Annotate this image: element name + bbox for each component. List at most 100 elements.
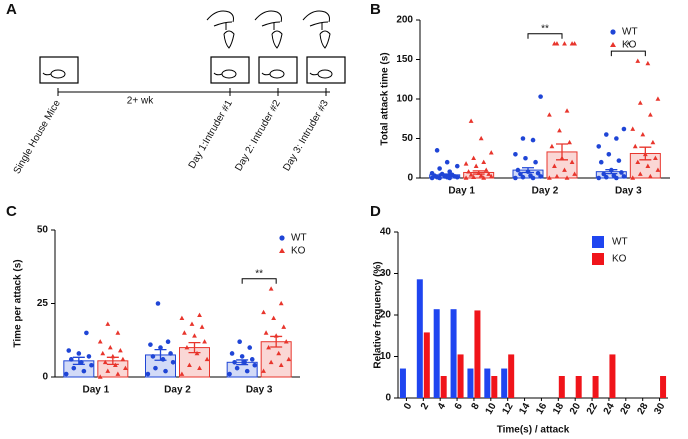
data-point [153,365,158,371]
x-tick-label: 12 [500,401,515,417]
x-tick-label: 22 [585,401,600,417]
y-tick-label: 50 [402,133,414,144]
data-point [179,371,185,376]
data-point [463,161,469,166]
data-point [97,374,103,379]
data-point [468,172,474,177]
bar [558,376,565,398]
panel-label: C [6,203,17,220]
data-point [252,362,258,368]
x-tick-label: Day 3 [615,186,642,197]
data-point [102,359,108,365]
interval-label: 2+ wk [127,96,154,107]
significance-bracket [241,278,277,284]
x-tick-label: 14 [517,401,532,417]
bar [467,368,474,398]
data-point [513,152,518,157]
data-point [89,362,94,368]
error-bar [236,359,249,366]
x-tick-label: 2 [419,401,432,412]
data-point [630,175,636,180]
data-point [481,175,487,180]
data-point [473,163,479,168]
data-point [471,174,477,180]
y-axis-title: Relative frequency (%) [373,261,384,368]
bar [491,376,498,398]
data-point [189,321,195,326]
data-point [486,171,492,176]
data-point [572,171,577,176]
y-tick-label: 25 [37,298,49,309]
data-point [182,330,187,335]
data-point [637,171,643,176]
legend-label: WT [622,27,638,38]
data-point [429,170,435,176]
data-point [481,159,487,164]
data-point [515,167,521,173]
hand [254,10,283,49]
data-point [202,339,207,344]
data-point [552,41,557,46]
data-point [603,174,609,180]
data-point [63,371,69,377]
y-tick-label: 0 [42,372,48,383]
data-point [247,345,253,350]
legend-label: KO [612,254,627,265]
data-point [488,173,494,179]
bar [474,310,481,398]
data-point [165,339,171,345]
data-point [68,357,74,362]
data-point [76,351,82,356]
legend-marker [592,236,604,248]
x-tick-label: Day 2 [164,385,191,396]
data-point [197,312,202,318]
data-point [632,143,638,149]
step-label: Day 2: Intruder #2 [233,98,283,173]
data-point [596,175,602,181]
hand [302,10,331,49]
y-tick-label: 150 [396,54,413,65]
data-point [655,167,661,172]
legend-marker [592,253,604,265]
data-point [271,315,277,320]
y-tick-label: 40 [380,227,392,238]
data-point [630,126,636,131]
significance-label: * [626,41,630,52]
x-tick-label: 26 [619,401,634,417]
data-point [278,300,284,306]
data-point [562,167,567,172]
data-point [261,368,266,373]
data-point [642,151,648,157]
data-point [249,357,255,362]
data-point [234,365,240,371]
legend-marker [610,29,616,35]
cage [39,56,79,84]
legend-label: KO [291,246,306,257]
data-point [81,368,87,374]
y-tick-label: 20 [380,310,392,321]
y-tick-label: 0 [407,173,413,184]
data-point [619,170,624,175]
x-tick-label: 0 [402,401,415,412]
data-point [614,136,619,141]
data-point [645,163,651,168]
data-point [286,356,292,362]
data-point [158,345,163,350]
data-point [66,348,72,353]
data-point [168,351,173,356]
data-point [204,356,210,362]
data-point [194,350,200,356]
data-point [434,148,440,153]
bar [609,354,616,398]
step-label: Day 1:Intruder #1 [187,98,235,171]
data-point [239,354,245,359]
x-tick-label: 10 [484,401,499,417]
data-point [549,143,555,149]
data-point [120,356,126,362]
y-tick-label: 100 [396,94,413,105]
data-point [596,144,602,149]
data-point [528,173,533,178]
data-point [199,324,205,329]
data-point [170,360,176,365]
data-point [187,362,192,368]
